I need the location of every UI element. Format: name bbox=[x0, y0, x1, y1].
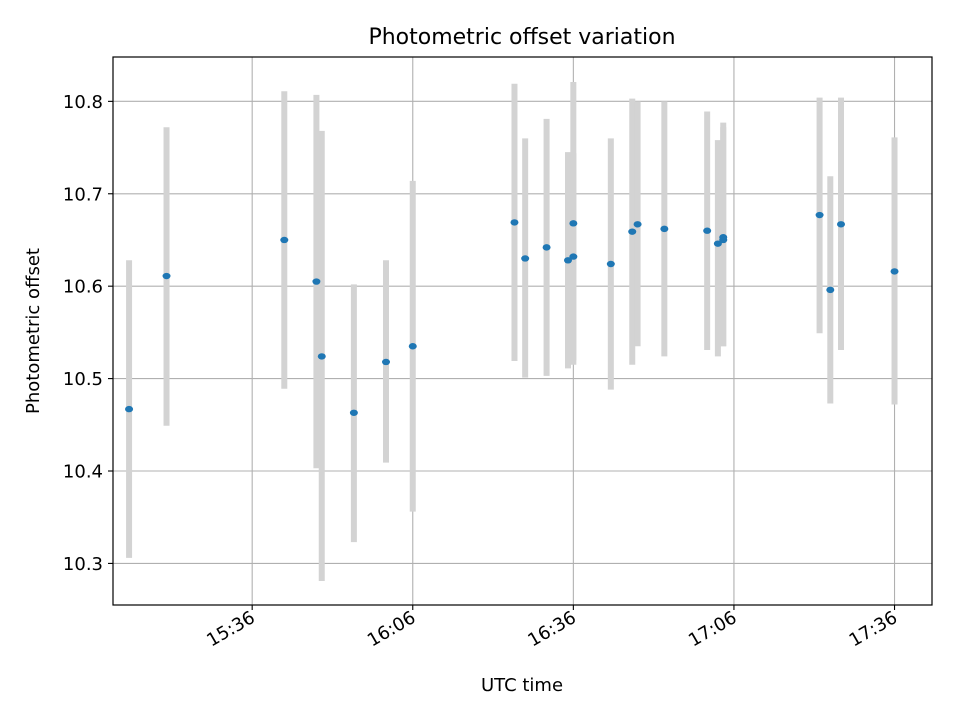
data-point bbox=[408, 343, 417, 350]
data-point bbox=[510, 219, 519, 226]
data-point bbox=[713, 240, 722, 247]
data-point bbox=[521, 255, 530, 262]
data-point bbox=[815, 211, 824, 219]
data-point bbox=[564, 257, 572, 264]
data-point bbox=[826, 286, 835, 294]
data-point bbox=[569, 253, 578, 260]
data-point bbox=[542, 244, 551, 251]
y-tick-label: 10.4 bbox=[63, 462, 103, 483]
data-point bbox=[633, 221, 642, 228]
data-point bbox=[628, 228, 637, 235]
data-point bbox=[125, 405, 134, 413]
x-axis-label: UTC time bbox=[481, 675, 563, 696]
data-point bbox=[317, 353, 326, 360]
data-point bbox=[719, 234, 728, 241]
data-point bbox=[382, 358, 390, 366]
y-tick-label: 10.3 bbox=[63, 554, 103, 575]
data-point bbox=[703, 227, 712, 234]
chart-title: Photometric offset variation bbox=[368, 25, 675, 50]
data-point bbox=[837, 221, 845, 228]
data-point bbox=[660, 225, 669, 233]
data-point bbox=[890, 268, 899, 275]
data-point bbox=[312, 278, 321, 285]
y-tick-label: 10.8 bbox=[63, 92, 103, 113]
data-point bbox=[606, 260, 615, 268]
data-point bbox=[349, 409, 358, 416]
y-tick-label: 10.7 bbox=[63, 184, 103, 205]
y-axis-label: Photometric offset bbox=[23, 248, 44, 414]
data-point bbox=[162, 272, 171, 280]
point-layer bbox=[125, 211, 899, 416]
y-tick-label: 10.6 bbox=[63, 277, 103, 298]
data-point bbox=[569, 220, 578, 227]
data-point bbox=[280, 236, 289, 244]
y-tick-label: 10.5 bbox=[63, 369, 103, 390]
plot-frame bbox=[112, 56, 933, 606]
